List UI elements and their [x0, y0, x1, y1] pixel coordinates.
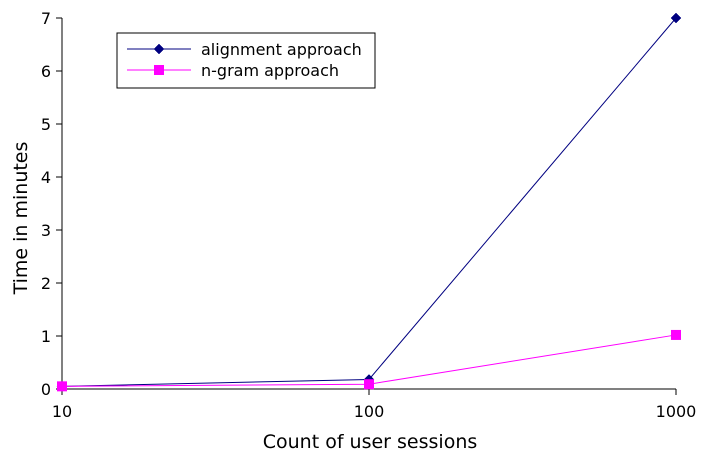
y-tick-label: 0 [41, 380, 51, 399]
data-point-n-gram-approach [364, 379, 374, 390]
legend-item-n-gram-approach: n-gram approach [127, 61, 339, 80]
y-tick-label: 2 [41, 274, 51, 293]
series-n-gram-approach [57, 329, 681, 392]
y-axis-title: Time in minutes [10, 142, 32, 296]
x-axis-title: Count of user sessions [263, 431, 478, 453]
legend-label: n-gram approach [201, 61, 339, 80]
series-layer [56, 12, 682, 392]
x-tick-label: 1000 [656, 402, 697, 421]
x-tick-label: 100 [354, 402, 385, 421]
legend-box [116, 32, 376, 89]
y-tick-label: 7 [41, 9, 51, 28]
y-tick-label: 1 [41, 327, 51, 346]
legend-label: alignment approach [201, 40, 362, 59]
data-point-alignment-approach [670, 12, 682, 24]
legend-item-alignment-approach: alignment approach [127, 40, 362, 59]
legend-marker [154, 65, 164, 75]
legend: alignment approach n-gram approach [116, 32, 376, 89]
tick-labels: 0 1 2 3 4 5 6 7 10 100 1000 [41, 9, 697, 421]
x-tick-label: 10 [52, 402, 72, 421]
y-tick-label: 5 [41, 115, 51, 134]
y-tick-label: 4 [41, 168, 51, 187]
data-point-n-gram-approach [671, 329, 681, 340]
legend-marker [153, 43, 165, 55]
y-tick-label: 6 [41, 62, 51, 81]
y-tick-label: 3 [41, 221, 51, 240]
data-point-n-gram-approach [57, 381, 67, 392]
